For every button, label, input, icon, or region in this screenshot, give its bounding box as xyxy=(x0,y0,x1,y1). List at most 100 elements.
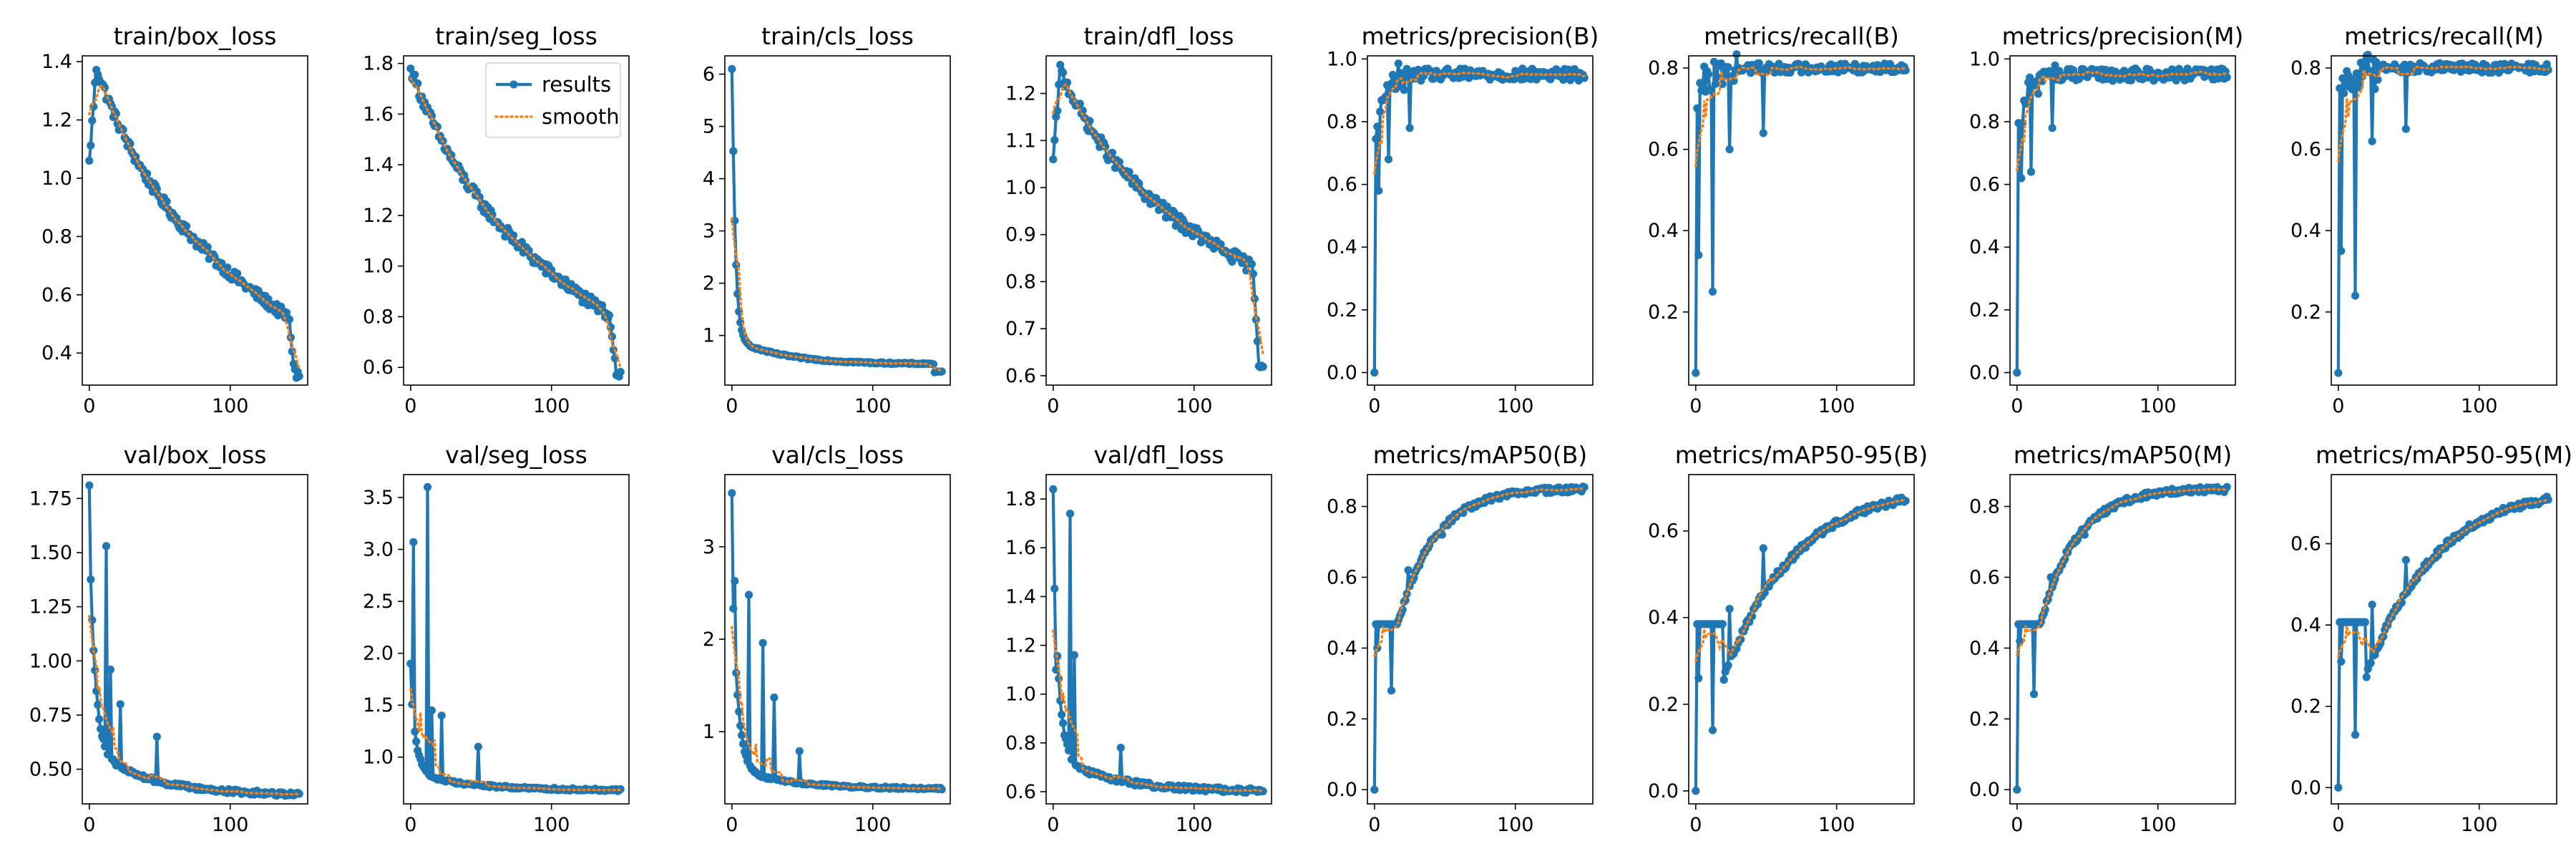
data-point xyxy=(795,747,804,755)
y-tick-label: 0.2 xyxy=(1969,299,2000,321)
smooth-series-line xyxy=(2337,65,2550,163)
data-point xyxy=(104,749,113,757)
data-point xyxy=(2069,66,2078,74)
y-tick-label: 0.2 xyxy=(1969,708,2000,730)
y-tick-label: 1.4 xyxy=(363,154,394,176)
smooth-series-line xyxy=(1694,499,1907,662)
chart-title: train/cls_loss xyxy=(761,22,914,50)
data-point xyxy=(738,731,746,739)
chart-title: metrics/recall(B) xyxy=(1704,22,1899,50)
legend-results-label: results xyxy=(542,72,611,97)
data-point xyxy=(1724,661,1732,670)
y-tick-label: 0.2 xyxy=(2290,301,2321,324)
results-series-line xyxy=(409,485,622,793)
x-tick-label: 100 xyxy=(2461,395,2498,417)
legend-smooth-label: smooth xyxy=(542,105,620,129)
x-tick-label: 0 xyxy=(2011,395,2023,417)
chart-panel: val/seg_loss 0 100 1.0 1.5 2.0 2.5 3.0 3.5 xyxy=(363,441,630,836)
data-point xyxy=(87,141,95,150)
data-point xyxy=(2414,67,2423,76)
y-tick-label: 1 xyxy=(703,325,715,347)
chart-title: metrics/recall(M) xyxy=(2344,22,2544,50)
axes-frame xyxy=(82,55,308,386)
data-point xyxy=(1049,155,1058,164)
y-tick-label: 0.4 xyxy=(1327,236,1357,258)
data-point xyxy=(406,64,415,73)
chart-panel: train/seg_loss 0 100 0.6 0.8 1.0 1.2 1.4 1.6 1.8 r… xyxy=(363,22,630,417)
y-tick-label: 0.2 xyxy=(1327,708,1357,730)
x-tick-label: 100 xyxy=(1176,814,1213,836)
x-tick-label: 100 xyxy=(1176,395,1213,417)
y-tick-label: 0.8 xyxy=(1005,732,1036,754)
data-point xyxy=(203,243,212,251)
data-point xyxy=(1101,142,1110,151)
chart-panel: metrics/mAP50-95(M) 0 100 0.0 0.2 0.4 0.6 xyxy=(2290,441,2572,836)
smooth-series-line xyxy=(409,77,622,369)
chart-title: metrics/mAP50(M) xyxy=(2014,441,2232,469)
data-point xyxy=(2051,61,2059,69)
results-markers xyxy=(406,482,625,795)
y-tick-label: 0.8 xyxy=(1327,496,1357,518)
results-markers xyxy=(85,66,303,382)
x-tick-label: 100 xyxy=(854,395,892,417)
axes-frame xyxy=(2009,474,2236,805)
data-point xyxy=(97,724,105,733)
chart-title: train/box_loss xyxy=(114,22,277,50)
data-point xyxy=(1711,79,1719,88)
data-point xyxy=(1259,362,1267,371)
y-tick-label: 1.4 xyxy=(1005,586,1036,608)
y-tick-label: 0.4 xyxy=(1969,236,2000,258)
data-point xyxy=(736,722,745,730)
data-point xyxy=(1249,269,1257,278)
y-tick-label: 1.0 xyxy=(42,168,72,190)
axes-frame xyxy=(1367,55,1594,386)
y-tick-label: 0.6 xyxy=(42,284,72,306)
data-point xyxy=(2334,783,2343,792)
smooth-series-line xyxy=(1373,71,1586,175)
chart-panel: metrics/precision(B) 0 100 0.0 0.2 0.4 0.6 0.8 1… xyxy=(1327,22,1599,417)
smooth-series-line xyxy=(1052,82,1264,356)
data-point xyxy=(1708,287,1717,296)
y-tick-label: 0.8 xyxy=(1969,496,2000,518)
y-tick-label: 1.6 xyxy=(1005,537,1036,559)
axes-frame xyxy=(2331,474,2557,805)
data-point xyxy=(1228,258,1236,266)
data-point xyxy=(152,732,161,741)
y-tick-label: 1.4 xyxy=(42,51,72,73)
data-point xyxy=(2434,550,2443,560)
y-tick-label: 0.6 xyxy=(1648,139,1679,161)
data-point xyxy=(411,70,419,79)
x-tick-label: 100 xyxy=(2461,814,2498,836)
data-point xyxy=(2340,89,2348,97)
data-point xyxy=(1404,566,1413,575)
x-tick-label: 0 xyxy=(2332,395,2344,417)
y-tick-label: 0.0 xyxy=(1969,779,2000,801)
data-point xyxy=(561,275,570,283)
data-point xyxy=(427,706,436,715)
data-point xyxy=(102,542,111,550)
data-point xyxy=(2368,137,2376,145)
results-series-line xyxy=(1694,52,1908,374)
results-markers xyxy=(2013,61,2231,377)
chart-panel: train/cls_loss 0 100 1 2 3 4 5 6 xyxy=(703,22,951,417)
y-tick-label: 0.4 xyxy=(1648,220,1679,242)
y-tick-label: 0.0 xyxy=(1327,779,1357,801)
y-tick-label: 1.5 xyxy=(363,694,394,717)
data-point xyxy=(1052,112,1060,121)
data-point xyxy=(2029,690,2039,699)
y-tick-label: 0.8 xyxy=(1648,57,1679,79)
x-tick-label: 0 xyxy=(1368,395,1380,417)
data-point xyxy=(85,156,94,165)
data-point xyxy=(1725,145,1734,154)
data-point xyxy=(2017,174,2026,183)
y-tick-label: 0.8 xyxy=(42,225,72,248)
results-series-line xyxy=(1372,485,1585,790)
y-tick-label: 0.6 xyxy=(1005,781,1036,803)
y-tick-label: 0.4 xyxy=(2290,614,2321,636)
y-tick-label: 0.75 xyxy=(29,704,72,727)
y-tick-label: 0.8 xyxy=(2290,57,2321,79)
smooth-series-line xyxy=(409,687,622,792)
data-point xyxy=(1580,483,1589,492)
y-tick-label: 0.6 xyxy=(363,356,394,379)
data-point xyxy=(1694,251,1703,259)
